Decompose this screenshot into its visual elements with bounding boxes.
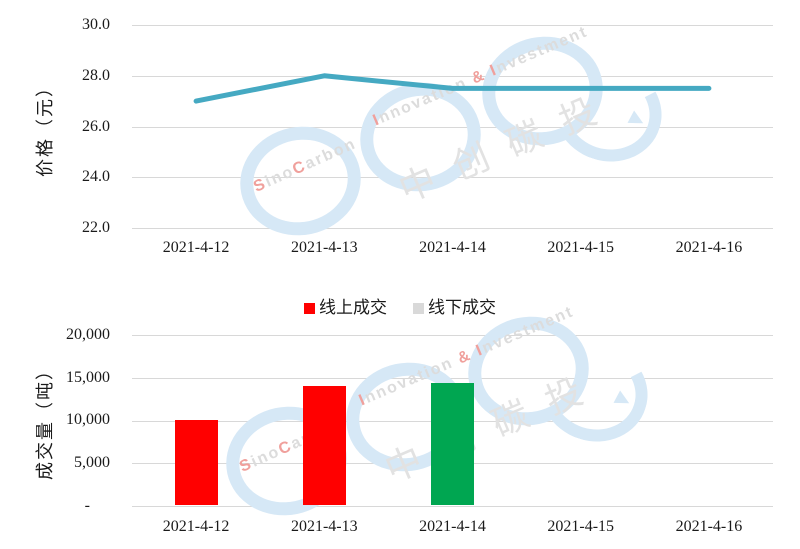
gridline	[132, 177, 773, 179]
gridline	[132, 228, 773, 229]
price-ytick-28: 28.0	[82, 67, 110, 84]
x-label: 2021-4-13	[290, 518, 358, 535]
gridline	[132, 377, 773, 379]
price-ytick-26: 26.0	[82, 118, 110, 135]
x-label: 2021-4-12	[162, 239, 230, 256]
gridline	[132, 75, 773, 77]
legend-item-offline: 线下成交	[413, 299, 496, 317]
price-ytick-22: 22.0	[82, 219, 110, 236]
gridline	[132, 335, 773, 336]
offline-legend-swatch-icon	[413, 302, 424, 314]
legend-item-online: 线上成交	[304, 299, 387, 317]
volume-x-axis-labels: 2021-4-12 2021-4-13 2021-4-14 2021-4-15 …	[132, 517, 773, 537]
x-label: 2021-4-15	[547, 518, 615, 535]
bar-2021-4-14	[431, 382, 474, 505]
volume-plot-area	[132, 335, 773, 507]
x-label: 2021-4-16	[675, 239, 743, 256]
gridline	[132, 25, 773, 26]
volume-ytick-zero: -	[84, 497, 90, 514]
x-label: 2021-4-13	[290, 239, 358, 256]
price-plot-area	[132, 25, 773, 229]
volume-ytick-15000: 15,000	[66, 369, 110, 386]
x-label: 2021-4-14	[419, 239, 486, 256]
x-label: 2021-4-16	[675, 518, 743, 535]
x-label: 2021-4-15	[547, 239, 615, 256]
price-ytick-30: 30.0	[82, 16, 110, 33]
price-ytick-24: 24.0	[82, 168, 110, 185]
legend-label: 线下成交	[428, 298, 496, 317]
volume-legend: 线上成交 线下成交	[0, 299, 800, 317]
x-label: 2021-4-14	[419, 518, 486, 535]
volume-ytick-5000: 5,000	[74, 454, 110, 471]
gridline	[132, 506, 773, 507]
x-label: 2021-4-12	[162, 518, 230, 535]
gridline	[132, 126, 773, 128]
volume-ytick-20000: 20,000	[66, 326, 110, 343]
price-line-svg	[193, 73, 712, 104]
price-x-axis-labels: 2021-4-12 2021-4-13 2021-4-14 2021-4-15 …	[132, 238, 773, 258]
volume-ytick-10000: 10,000	[66, 411, 110, 428]
legend-label: 线上成交	[319, 298, 387, 317]
bar-2021-4-12	[174, 419, 218, 505]
online-legend-swatch-icon	[304, 302, 315, 314]
bar-2021-4-13	[302, 386, 346, 505]
